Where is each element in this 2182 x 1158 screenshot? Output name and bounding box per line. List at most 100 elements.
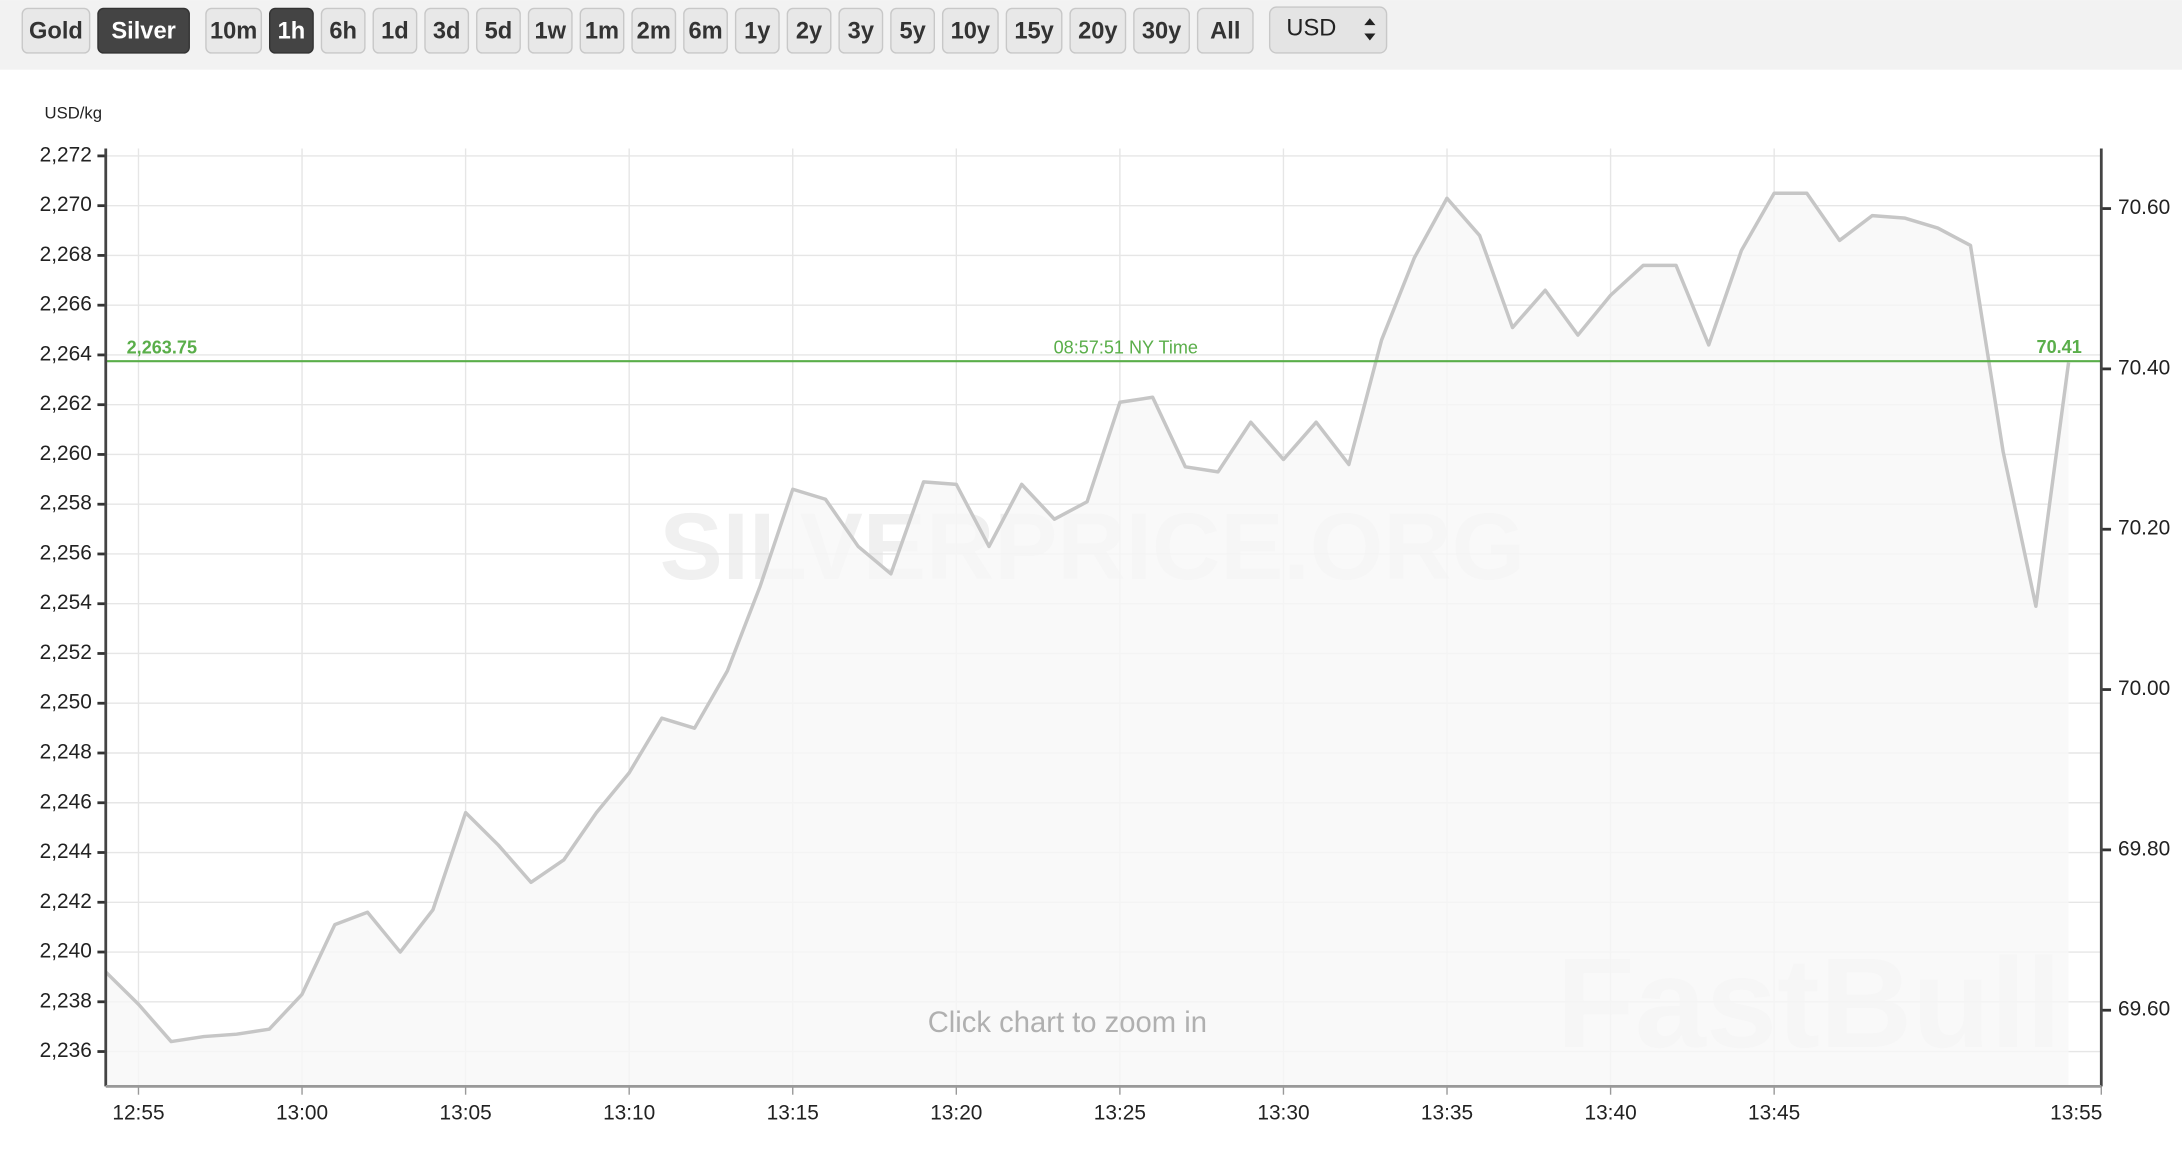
- x-tick-label: 13:40: [1584, 1102, 1636, 1125]
- button-bg[interactable]: [476, 7, 521, 54]
- button-label[interactable]: 3y: [848, 18, 875, 44]
- y2-tick-label: 70.60: [2118, 196, 2170, 219]
- currency-select[interactable]: USD: [1268, 6, 1388, 54]
- reference-y2-label: 70.41: [2037, 337, 2082, 357]
- button-bg[interactable]: [1133, 7, 1190, 54]
- button-bg[interactable]: [1196, 7, 1254, 54]
- button[interactable]: 20y: [1069, 7, 1127, 54]
- button-label[interactable]: All: [1210, 18, 1240, 44]
- button[interactable]: 1d: [372, 7, 418, 54]
- button[interactable]: All: [1196, 7, 1254, 54]
- hint: Click chart to zoom in: [928, 1007, 1207, 1039]
- button-label[interactable]: 5d: [485, 18, 513, 44]
- button-bg[interactable]: [579, 7, 625, 54]
- button-bg[interactable]: [268, 7, 314, 54]
- button-label[interactable]: 20y: [1078, 18, 1118, 44]
- x-tick-label: 13:00: [276, 1102, 328, 1125]
- button[interactable]: 30y: [1133, 7, 1190, 54]
- button-label[interactable]: 6h: [329, 18, 357, 44]
- button[interactable]: Silver: [97, 7, 190, 54]
- button-bg[interactable]: [734, 7, 780, 54]
- area: [105, 193, 2069, 1087]
- button-bg[interactable]: [890, 7, 936, 54]
- y-tick-label: 2,246: [40, 790, 92, 813]
- button[interactable]: Gold: [21, 7, 91, 54]
- y-tick-label: 2,238: [40, 989, 92, 1012]
- y-tick-label: 2,268: [40, 243, 92, 266]
- toolbar-buttons: Gold Silver 10m 1h 6h 1d 3d 5d 1w 1m 2m 6m 1y 2y 3y 5y 1…: [21, 6, 1388, 54]
- y-tick-label: 2,262: [40, 392, 92, 415]
- select-bg[interactable]: [1268, 6, 1388, 54]
- select-arrows: [1364, 18, 1376, 41]
- select-label[interactable]: USD: [1286, 16, 1336, 42]
- plot: SILVERPRICE.ORGFastBull2,2362,2382,2402,…: [40, 104, 2171, 1125]
- y-tick-label: 2,260: [40, 442, 92, 465]
- y-tick-label: 2,256: [40, 541, 92, 564]
- button-label[interactable]: 10y: [951, 18, 991, 44]
- button[interactable]: 2y: [786, 7, 832, 54]
- button[interactable]: 10y: [941, 7, 999, 54]
- y-tick-label: 2,250: [40, 691, 92, 714]
- button-label[interactable]: 3d: [433, 18, 461, 44]
- button-label[interactable]: Silver: [111, 18, 175, 44]
- button-bg[interactable]: [21, 7, 91, 54]
- button[interactable]: 5d: [476, 7, 521, 54]
- button-bg[interactable]: [205, 7, 263, 54]
- y-tick-label: 2,266: [40, 293, 92, 316]
- button[interactable]: 1m: [579, 7, 625, 54]
- x-tick-label: 13:25: [1094, 1102, 1146, 1125]
- button-bg[interactable]: [320, 7, 366, 54]
- price-line: [104, 191, 2071, 1044]
- button-bg[interactable]: [1005, 7, 1063, 54]
- button-bg[interactable]: [683, 7, 728, 54]
- x-tick-label: 13:30: [1257, 1102, 1309, 1125]
- y2-tick-label: 70.40: [2118, 356, 2170, 379]
- y-tick-label: 2,240: [40, 940, 92, 963]
- button[interactable]: 5y: [890, 7, 936, 54]
- button-bg[interactable]: [786, 7, 832, 54]
- button-label[interactable]: 30y: [1142, 18, 1182, 44]
- button-label[interactable]: 15y: [1014, 18, 1054, 44]
- button[interactable]: 3d: [424, 7, 470, 54]
- y-tick-label: 2,264: [40, 342, 92, 365]
- button-bg[interactable]: [372, 7, 418, 54]
- y2-tick-label: 70.00: [2118, 677, 2170, 700]
- x-tick-label: 13:45: [1748, 1102, 1800, 1125]
- button-label[interactable]: 1m: [585, 18, 619, 44]
- button-label[interactable]: 1w: [534, 18, 566, 44]
- button-label[interactable]: 1d: [381, 18, 409, 44]
- button-label[interactable]: Gold: [29, 18, 83, 44]
- button[interactable]: 1h: [268, 7, 314, 54]
- button-label[interactable]: 2y: [796, 18, 823, 44]
- button[interactable]: 1y: [734, 7, 780, 54]
- x-tick-label: 12:55: [112, 1102, 164, 1125]
- y-tick-label: 2,270: [40, 193, 92, 216]
- button-label[interactable]: 5y: [899, 18, 926, 44]
- y2-tick-label: 70.20: [2118, 517, 2170, 540]
- button-label[interactable]: 10m: [210, 18, 257, 44]
- button-bg[interactable]: [424, 7, 470, 54]
- reference-value-label: 2,263.75: [127, 337, 197, 357]
- button[interactable]: 6m: [683, 7, 728, 54]
- button-label[interactable]: 1y: [744, 18, 771, 44]
- button-bg[interactable]: [838, 7, 884, 54]
- button[interactable]: 1w: [527, 7, 573, 54]
- y-tick-label: 2,242: [40, 890, 92, 913]
- button[interactable]: 10m: [205, 7, 263, 54]
- button[interactable]: 3y: [838, 7, 884, 54]
- button-label[interactable]: 1h: [278, 18, 306, 44]
- button[interactable]: 6h: [320, 7, 366, 54]
- button-bg[interactable]: [527, 7, 573, 54]
- x-tick-label: 13:55: [2050, 1102, 2102, 1125]
- x-tick-label: 13:20: [930, 1102, 982, 1125]
- x-tick-label: 13:05: [440, 1102, 492, 1125]
- button-bg[interactable]: [941, 7, 999, 54]
- button[interactable]: 15y: [1005, 7, 1063, 54]
- button-label[interactable]: 2m: [637, 18, 671, 44]
- button-bg[interactable]: [1069, 7, 1127, 54]
- button-label[interactable]: 6m: [688, 18, 722, 44]
- y-tick-label: 2,252: [40, 641, 92, 664]
- button[interactable]: 2m: [631, 7, 677, 54]
- button-bg[interactable]: [97, 7, 190, 54]
- button-bg[interactable]: [631, 7, 677, 54]
